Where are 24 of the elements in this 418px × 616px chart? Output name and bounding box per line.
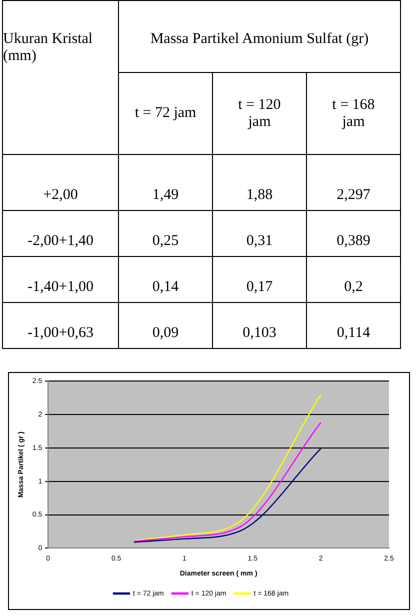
category-label: -2,00+1,40 <box>28 233 94 249</box>
text: 0,103 <box>242 325 276 341</box>
text: 0,2 <box>344 279 363 295</box>
text: 1,88 <box>246 187 273 203</box>
text: 0,114 <box>336 325 370 341</box>
line-series <box>133 394 322 542</box>
text: 0,17 <box>246 279 273 295</box>
text: 2,297 <box>336 187 370 203</box>
text: Massa Partikel Amonium Sulfat (gr) <box>118 0 400 72</box>
category-label: +2,00 <box>43 187 78 203</box>
text: 0,31 <box>246 233 273 249</box>
text: Ukuran Kristal (mm) <box>2 0 118 154</box>
category-label: -1,40+1,00 <box>28 279 94 295</box>
line-series <box>133 448 322 543</box>
text: 0,14 <box>152 279 179 295</box>
category-label: t = 168 jam <box>306 72 400 154</box>
category-label: t = 72 jam <box>118 72 212 154</box>
text: 0,25 <box>152 233 179 249</box>
category-label: -1,00+0,63 <box>28 325 94 341</box>
text: 0,09 <box>152 325 179 341</box>
text: 1,49 <box>152 187 179 203</box>
text: 0,389 <box>336 233 370 249</box>
category-label: t = 120 jam <box>212 72 306 154</box>
line-series <box>133 422 322 542</box>
